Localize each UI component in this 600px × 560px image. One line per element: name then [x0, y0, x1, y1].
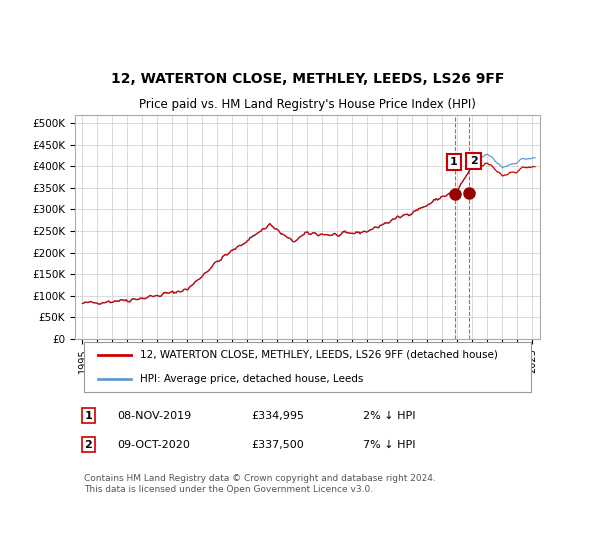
Text: £337,500: £337,500: [252, 440, 304, 450]
Text: 1: 1: [450, 157, 458, 167]
Text: 2% ↓ HPI: 2% ↓ HPI: [364, 410, 416, 421]
Text: 2: 2: [470, 156, 478, 166]
Text: 7% ↓ HPI: 7% ↓ HPI: [364, 440, 416, 450]
Text: 1: 1: [84, 410, 92, 421]
Text: 2: 2: [84, 440, 92, 450]
Text: 12, WATERTON CLOSE, METHLEY, LEEDS, LS26 9FF (detached house): 12, WATERTON CLOSE, METHLEY, LEEDS, LS26…: [140, 349, 498, 360]
FancyBboxPatch shape: [84, 342, 531, 392]
Text: 09-OCT-2020: 09-OCT-2020: [117, 440, 190, 450]
Text: 08-NOV-2019: 08-NOV-2019: [117, 410, 191, 421]
Text: Contains HM Land Registry data © Crown copyright and database right 2024.
This d: Contains HM Land Registry data © Crown c…: [84, 474, 436, 493]
Text: Price paid vs. HM Land Registry's House Price Index (HPI): Price paid vs. HM Land Registry's House …: [139, 97, 476, 111]
Text: 12, WATERTON CLOSE, METHLEY, LEEDS, LS26 9FF: 12, WATERTON CLOSE, METHLEY, LEEDS, LS26…: [111, 72, 504, 86]
Text: £334,995: £334,995: [252, 410, 305, 421]
Text: HPI: Average price, detached house, Leeds: HPI: Average price, detached house, Leed…: [140, 374, 364, 384]
